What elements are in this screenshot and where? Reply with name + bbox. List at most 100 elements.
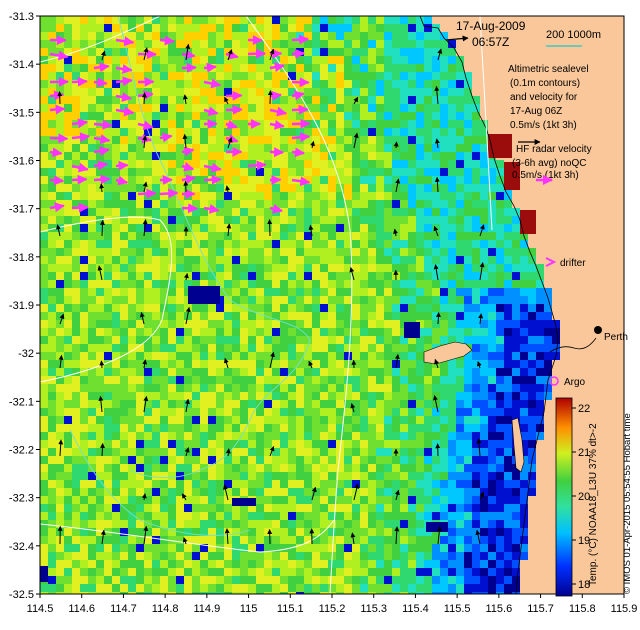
sst-pixel bbox=[304, 536, 312, 544]
sst-pixel bbox=[128, 440, 136, 448]
sst-pixel bbox=[144, 32, 152, 40]
altimetry-arrow bbox=[184, 398, 190, 413]
hf-radar-arrow bbox=[181, 62, 197, 73]
sst-pixel bbox=[152, 376, 160, 384]
sst-pixel bbox=[232, 432, 240, 440]
sst-pixel bbox=[344, 96, 352, 104]
sst-pixel bbox=[472, 128, 480, 136]
hf-radar-arrow bbox=[203, 106, 219, 117]
sst-pixel bbox=[496, 160, 504, 168]
sst-pixel bbox=[120, 184, 128, 192]
sst-pixel bbox=[296, 440, 304, 448]
sst-pixel bbox=[504, 368, 512, 376]
sst-pixel bbox=[128, 312, 136, 320]
sst-pixel bbox=[240, 96, 248, 104]
sst-pixel bbox=[336, 232, 344, 240]
sst-pixel bbox=[472, 192, 480, 200]
sst-pixel bbox=[304, 72, 312, 80]
sst-pixel bbox=[320, 128, 328, 136]
sst-pixel bbox=[168, 408, 176, 416]
sst-pixel bbox=[448, 264, 456, 272]
sst-pixel bbox=[208, 224, 216, 232]
sst-pixel bbox=[232, 128, 240, 136]
sst-pixel bbox=[160, 72, 168, 80]
sst-pixel bbox=[80, 512, 88, 520]
sst-pixel bbox=[184, 152, 192, 160]
sst-pixel bbox=[288, 80, 296, 88]
sst-pixel bbox=[200, 304, 208, 312]
sst-pixel bbox=[56, 368, 64, 376]
sst-pixel bbox=[264, 272, 272, 280]
sst-pixel bbox=[328, 488, 336, 496]
sst-pixel bbox=[72, 288, 80, 296]
sst-pixel bbox=[232, 72, 240, 80]
hf-radar-arrow bbox=[291, 104, 309, 115]
sst-pixel bbox=[456, 96, 464, 104]
sst-pixel bbox=[288, 392, 296, 400]
sst-pixel bbox=[224, 280, 232, 288]
sst-pixel bbox=[104, 320, 112, 328]
hf-radar-arrow bbox=[115, 160, 129, 171]
sst-pixel bbox=[448, 208, 456, 216]
sst-pixel bbox=[344, 544, 352, 552]
sst-pixel bbox=[424, 168, 432, 176]
altimetry-arrow bbox=[434, 138, 440, 149]
sst-pixel bbox=[504, 352, 512, 360]
sst-pixel bbox=[272, 576, 280, 584]
sst-pixel bbox=[472, 368, 480, 376]
sst-pixel bbox=[104, 240, 112, 248]
sst-pixel bbox=[208, 432, 216, 440]
sst-pixel bbox=[512, 392, 520, 400]
sst-pixel bbox=[240, 360, 248, 368]
sst-pixel bbox=[96, 152, 104, 160]
sst-pixel bbox=[520, 512, 528, 520]
sst-pixel bbox=[408, 264, 416, 272]
sst-pixel bbox=[104, 264, 112, 272]
sst-pixel bbox=[312, 112, 320, 120]
sst-pixel bbox=[384, 344, 392, 352]
sst-pixel bbox=[216, 304, 224, 312]
sst-pixel bbox=[48, 360, 56, 368]
sst-pixel bbox=[160, 248, 168, 256]
sst-pixel bbox=[464, 488, 472, 496]
sst-pixel bbox=[160, 232, 168, 240]
sst-pixel bbox=[552, 336, 560, 344]
sst-pixel bbox=[304, 400, 312, 408]
sst-pixel bbox=[56, 256, 64, 264]
sst-pixel bbox=[160, 224, 168, 232]
y-tick-label: -32.4 bbox=[9, 541, 34, 553]
sst-pixel bbox=[80, 96, 88, 104]
sst-pixel bbox=[416, 336, 424, 344]
sst-pixel bbox=[72, 88, 80, 96]
sst-pixel bbox=[416, 56, 424, 64]
sst-pixel bbox=[368, 264, 376, 272]
sst-pixel bbox=[368, 80, 376, 88]
sst-pixel bbox=[248, 224, 256, 232]
sst-pixel bbox=[120, 312, 128, 320]
sst-pixel bbox=[168, 424, 176, 432]
sst-pixel bbox=[528, 472, 536, 480]
sst-pixel bbox=[376, 584, 384, 592]
sst-pixel bbox=[216, 472, 224, 480]
sst-pixel bbox=[136, 112, 144, 120]
sst-pixel bbox=[504, 232, 512, 240]
sst-pixel bbox=[112, 304, 120, 312]
sst-pixel bbox=[256, 392, 264, 400]
sst-pixel bbox=[440, 312, 448, 320]
sst-pixel bbox=[104, 416, 112, 424]
sst-pixel bbox=[304, 128, 312, 136]
sst-pixel bbox=[280, 336, 288, 344]
sst-pixel bbox=[440, 88, 448, 96]
sst-pixel bbox=[344, 168, 352, 176]
sst-pixel bbox=[152, 128, 160, 136]
sst-pixel bbox=[304, 344, 312, 352]
sst-pixel bbox=[336, 248, 344, 256]
sst-pixel bbox=[80, 88, 88, 96]
sst-pixel bbox=[424, 272, 432, 280]
sst-pixel bbox=[400, 40, 408, 48]
sst-pixel bbox=[176, 400, 184, 408]
sst-pixel bbox=[480, 496, 488, 504]
sst-pixel bbox=[408, 560, 416, 568]
sst-pixel bbox=[376, 176, 384, 184]
sst-pixel bbox=[48, 72, 56, 80]
